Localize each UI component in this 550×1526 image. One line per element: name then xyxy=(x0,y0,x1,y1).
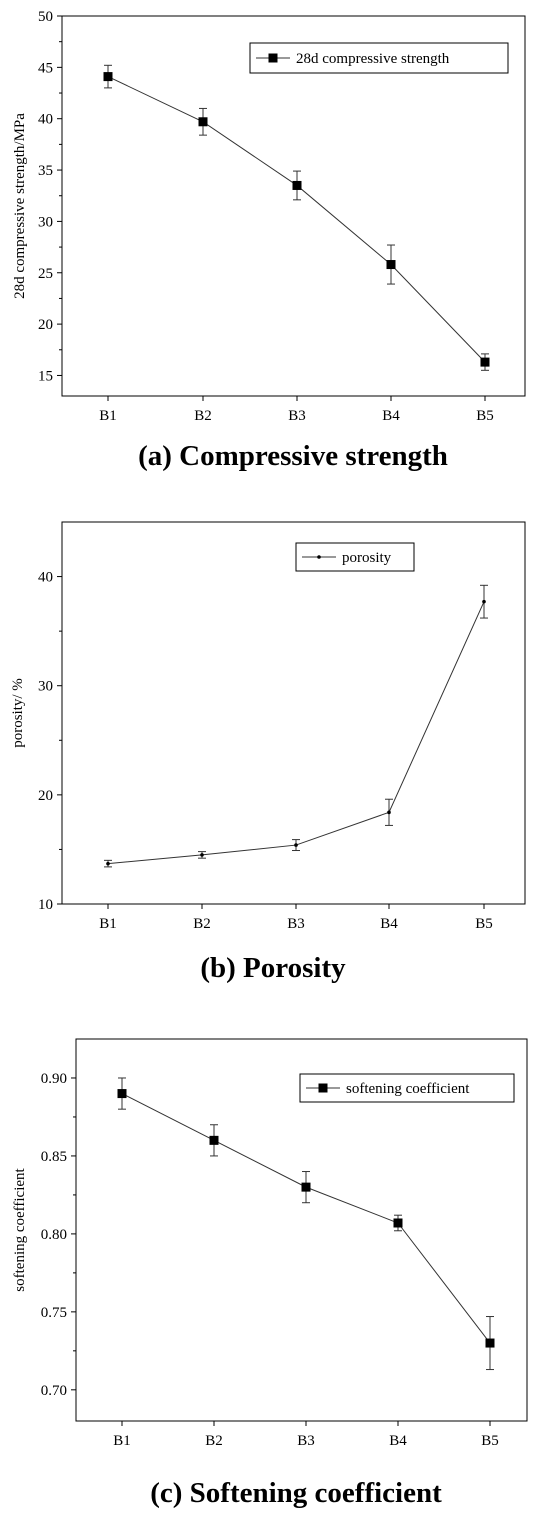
legend-marker xyxy=(317,555,321,559)
x-tick-label: B1 xyxy=(113,1433,131,1449)
plot-frame xyxy=(61,521,526,905)
y-tick-label: 20 xyxy=(38,788,53,804)
data-point xyxy=(292,180,302,190)
x-tick-label: B5 xyxy=(481,1433,499,1449)
y-tick-label: 40 xyxy=(38,112,53,128)
chart-porosity: 10 20 30 40 B1 B2 B3 B4 B5 porosity/ % porosity (b)… xyxy=(10,521,526,984)
y-tick-label: 50 xyxy=(38,9,53,25)
data-point xyxy=(480,357,490,367)
legend-label: porosity xyxy=(342,550,392,566)
data-point xyxy=(387,810,391,815)
y-tick-label: 30 xyxy=(38,679,53,695)
data-point xyxy=(482,599,486,604)
x-tick-label: B1 xyxy=(99,916,117,932)
legend-box xyxy=(249,42,509,74)
y-tick-label: 0.90 xyxy=(41,1071,67,1087)
x-tick-label: B4 xyxy=(382,408,400,424)
y-tick-label: 10 xyxy=(38,897,53,913)
data-point xyxy=(106,861,110,866)
x-tick-label: B4 xyxy=(380,916,398,932)
y-tick-label: 35 xyxy=(38,163,53,179)
y-axis-label: 28d compressive strength/MPa xyxy=(12,113,28,299)
y-tick-label: 45 xyxy=(38,60,53,76)
legend-label: softening coefficient xyxy=(346,1081,470,1097)
chart-softening-coefficient: 0.70 0.75 0.80 0.85 0.90 B1 B2 B3 B4 B5 softening … xyxy=(12,1038,528,1509)
data-point xyxy=(301,1182,311,1192)
series-line xyxy=(121,1093,491,1344)
y-axis-label: softening coefficient xyxy=(12,1167,28,1291)
x-tick-label: B2 xyxy=(205,1433,223,1449)
y-tick-label: 25 xyxy=(38,266,53,282)
legend-marker xyxy=(268,53,278,63)
data-point xyxy=(393,1218,403,1228)
data-point xyxy=(209,1135,219,1145)
x-tick-label: B2 xyxy=(193,916,211,932)
y-tick-label: 20 xyxy=(38,317,53,333)
y-tick-label: 0.70 xyxy=(41,1383,67,1399)
data-point xyxy=(117,1089,127,1099)
y-axis-label: porosity/ % xyxy=(10,678,26,748)
x-tick-label: B2 xyxy=(194,408,212,424)
y-tick-label: 30 xyxy=(38,214,53,230)
x-tick-label: B3 xyxy=(288,408,306,424)
x-tick-label: B3 xyxy=(287,916,305,932)
y-tick-label: 40 xyxy=(38,570,53,586)
x-tick-label: B4 xyxy=(389,1433,407,1449)
y-tick-label: 0.80 xyxy=(41,1227,67,1243)
data-point xyxy=(485,1338,495,1348)
chart-caption: (b) Porosity xyxy=(200,952,346,984)
series-line xyxy=(107,76,486,363)
plot-frame xyxy=(75,1038,528,1422)
x-tick-label: B5 xyxy=(476,408,494,424)
plot-frame xyxy=(61,15,526,397)
y-tick-label: 0.85 xyxy=(41,1149,67,1165)
x-tick-label: B5 xyxy=(475,916,493,932)
y-tick-label: 15 xyxy=(38,368,53,384)
legend-marker xyxy=(318,1083,328,1093)
data-point xyxy=(386,260,396,270)
x-tick-label: B3 xyxy=(297,1433,315,1449)
data-point xyxy=(103,72,113,82)
chart-caption: (a) Compressive strength xyxy=(138,440,448,472)
x-tick-label: B1 xyxy=(99,408,117,424)
chart-compressive-strength: 15 20 25 30 35 40 45 50 B1 B2 B3 B4 B5 28d compressiv… xyxy=(12,9,526,472)
data-point xyxy=(294,843,298,847)
data-point xyxy=(198,117,208,127)
legend-label: 28d compressive strength xyxy=(296,51,450,67)
series-line xyxy=(107,601,485,865)
chart-caption: (c) Softening coefficient xyxy=(150,1477,442,1509)
y-tick-label: 0.75 xyxy=(41,1305,67,1321)
data-point xyxy=(200,853,204,857)
